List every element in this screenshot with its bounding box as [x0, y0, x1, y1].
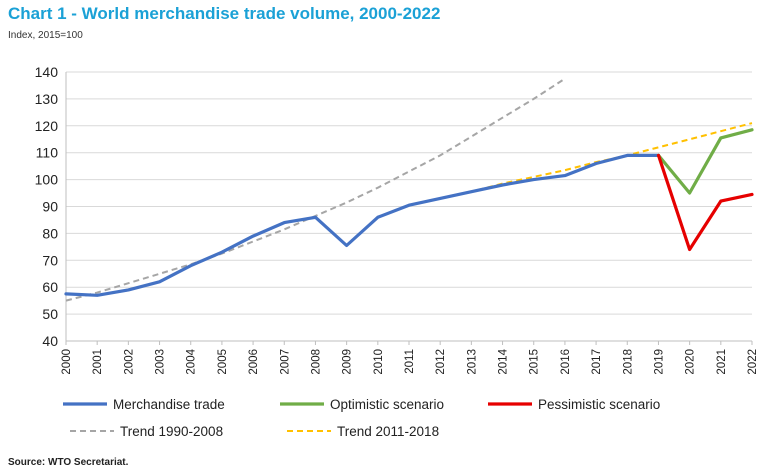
series-line-pessimistic-scenario	[656, 153, 754, 252]
legend-label: Merchandise trade	[113, 397, 225, 412]
x-tick-label: 2006	[248, 349, 260, 375]
series-line-optimistic-scenario	[656, 128, 754, 195]
series-line-trend-1990-2008	[65, 77, 566, 302]
x-tick-label: 2021	[716, 349, 728, 375]
y-tick-label: 90	[42, 199, 58, 215]
legend-label: Pessimistic scenario	[538, 397, 660, 412]
legend: Merchandise trade Optimistic scenario Pess…	[63, 397, 660, 439]
axes: 40 50 60 70 80 90 100 110 120 130 140 2000 2001 2002 2…	[35, 64, 757, 375]
x-tick-label: 2002	[123, 349, 135, 375]
legend-label: Trend 2011-2018	[337, 424, 439, 439]
x-tick-label: 2005	[217, 349, 229, 375]
series-line-trend-2011-2018	[408, 122, 753, 207]
chart-subtitle: Index, 2015=100	[8, 30, 83, 41]
x-tick-label: 2001	[92, 349, 104, 375]
x-tick-label: 2004	[186, 348, 198, 374]
x-tick-label: 2011	[404, 349, 416, 374]
series-line-merchandise-trade	[64, 153, 661, 297]
x-tick-label: 2009	[342, 349, 354, 375]
legend-label: Trend 1990-2008	[120, 424, 223, 439]
x-tick-label: 2003	[155, 349, 167, 375]
y-tick-label: 120	[35, 118, 59, 134]
x-tick-label: 2015	[529, 349, 541, 375]
x-tick-label: 2013	[466, 349, 478, 375]
x-tick-label: 2017	[591, 349, 603, 375]
y-tick-label: 40	[42, 333, 58, 349]
y-tick-label: 70	[42, 252, 58, 268]
chart-title: Chart 1 - World merchandise trade volume…	[8, 4, 441, 23]
y-tick-label: 100	[35, 172, 59, 188]
y-tick-label: 140	[35, 64, 59, 80]
x-tick-label: 2007	[279, 349, 291, 375]
x-tick-label: 2008	[310, 349, 322, 375]
y-tick-label: 110	[36, 145, 59, 161]
x-tick-label: 2012	[435, 349, 447, 375]
x-tick-label: 2014	[498, 348, 510, 374]
x-tick-label: 2018	[622, 349, 634, 375]
x-tick-label: 2020	[685, 349, 697, 375]
legend-label: Optimistic scenario	[330, 397, 444, 412]
y-tick-label: 60	[42, 279, 58, 295]
x-tick-label: 2000	[61, 349, 73, 375]
series-lines	[64, 77, 754, 302]
y-tick-label: 80	[42, 225, 58, 241]
x-tick-label: 2019	[653, 349, 665, 375]
y-tick-label: 50	[42, 306, 58, 322]
y-tick-label: 130	[35, 91, 59, 107]
x-tick-label: 2022	[747, 349, 757, 375]
x-tick-label: 2016	[560, 349, 572, 375]
source-note: Source: WTO Secretariat.	[8, 457, 129, 468]
x-tick-label: 2010	[373, 349, 385, 375]
